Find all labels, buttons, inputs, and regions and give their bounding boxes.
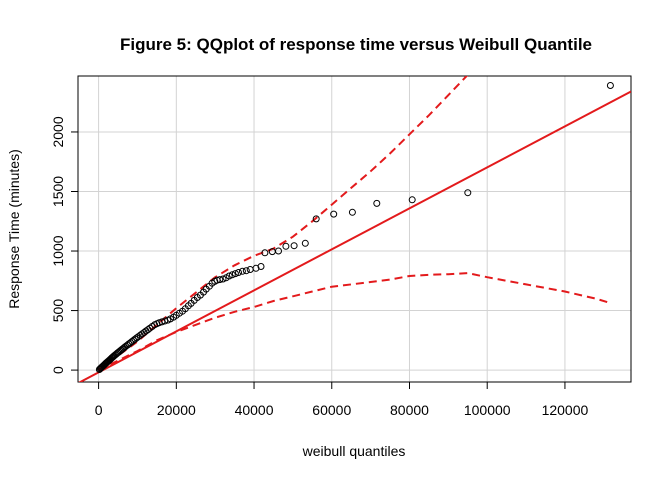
data-point (228, 271, 236, 279)
y-tick-label: 1000 (50, 235, 66, 266)
data-point (282, 242, 290, 250)
y-axis: 0 500 1000 1500 2000 (50, 116, 78, 374)
data-point (246, 266, 254, 273)
data-point (290, 242, 298, 250)
x-tick-label: 80000 (390, 402, 429, 418)
data-points (95, 82, 614, 373)
data-point (408, 196, 416, 204)
grid-lines (78, 76, 631, 382)
data-point (606, 82, 614, 89)
data-point (330, 210, 338, 218)
data-point (235, 269, 242, 276)
data-point (216, 276, 224, 284)
x-axis-label: weibull quantiles (302, 443, 406, 459)
reference-line-group (78, 90, 631, 382)
data-point (231, 270, 239, 278)
y-tick-label: 1500 (50, 176, 66, 207)
reference-line (78, 90, 631, 382)
x-tick-label: 60000 (312, 402, 351, 418)
upper-confidence-band (98, 76, 469, 371)
y-tick-label: 0 (50, 366, 66, 374)
data-point (161, 317, 169, 325)
data-point (275, 247, 282, 255)
data-point (219, 275, 227, 283)
confidence-bands (98, 76, 612, 371)
data-point (464, 189, 472, 197)
y-tick-label: 2000 (50, 116, 66, 147)
data-point (225, 272, 233, 280)
y-axis-label: Response Time (minutes) (6, 149, 22, 309)
y-tick-label: 500 (50, 299, 66, 323)
data-point (238, 267, 246, 275)
data-point (373, 199, 381, 207)
chart-title: Figure 5: QQplot of response time versus… (120, 35, 592, 54)
x-tick-label: 20000 (157, 402, 196, 418)
data-point (348, 208, 356, 216)
lower-confidence-band (98, 272, 612, 371)
data-point (257, 263, 265, 270)
x-tick-label: 120000 (542, 402, 589, 418)
data-point (242, 267, 250, 275)
x-tick-label: 40000 (235, 402, 274, 418)
data-point (301, 239, 309, 247)
data-point (312, 215, 320, 223)
x-tick-label: 100000 (464, 402, 511, 418)
plot-area-frame (77, 75, 632, 383)
x-tick-label: 0 (95, 402, 103, 418)
data-point (261, 249, 269, 257)
x-axis: 0 20000 40000 60000 80000 100000 120000 (95, 382, 589, 418)
